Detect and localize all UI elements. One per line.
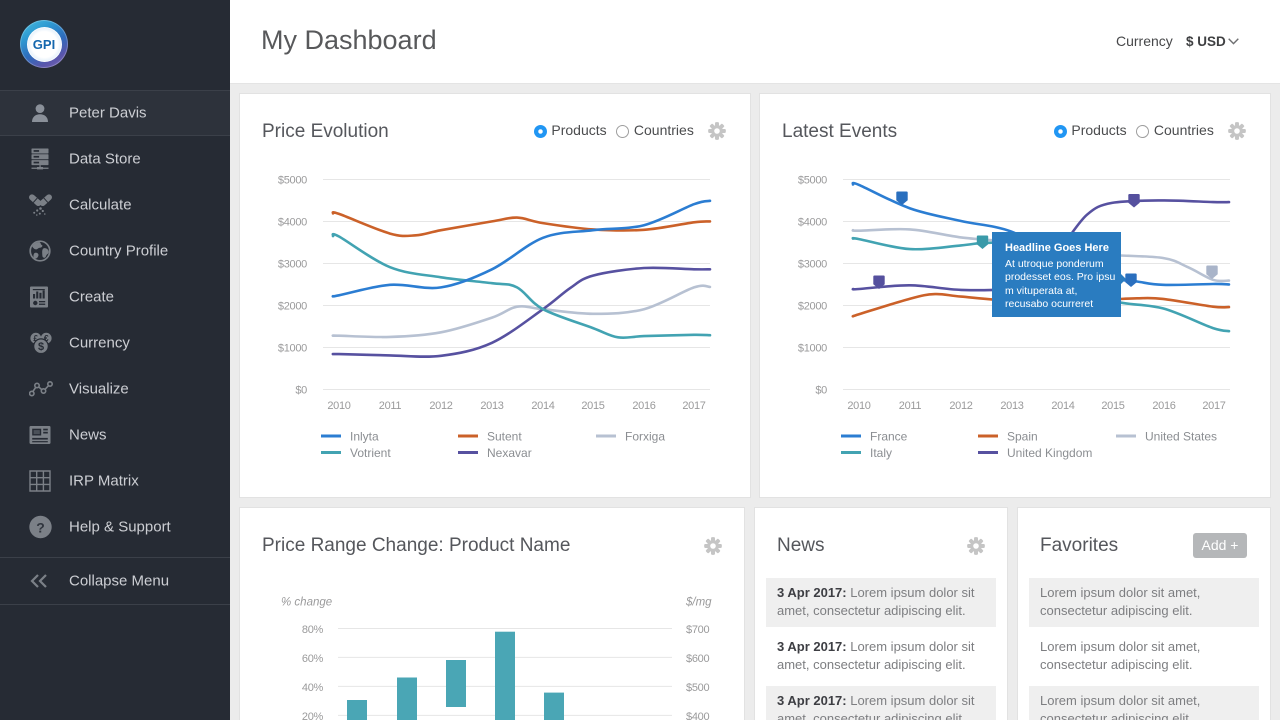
svg-text:2016: 2016 <box>1152 400 1175 412</box>
svg-text:2012: 2012 <box>949 400 972 412</box>
svg-text:2012: 2012 <box>429 400 452 412</box>
svg-text:$5000: $5000 <box>278 175 307 187</box>
svg-text:?: ? <box>36 519 45 535</box>
svg-text:2013: 2013 <box>1000 400 1023 412</box>
svg-text:Forxiga: Forxiga <box>625 430 665 444</box>
svg-text:$5000: $5000 <box>798 175 827 187</box>
svg-text:2014: 2014 <box>1051 400 1074 412</box>
svg-text:2010: 2010 <box>327 400 350 412</box>
svg-text:60%: 60% <box>302 653 324 665</box>
svg-text:$/mg: $/mg <box>685 597 712 609</box>
svg-text:$3000: $3000 <box>278 259 307 271</box>
svg-text:£: £ <box>33 333 38 343</box>
svg-text:$400: $400 <box>686 711 709 720</box>
svg-text:$0: $0 <box>815 385 827 397</box>
svg-text:$4000: $4000 <box>278 217 307 229</box>
svg-text:2016: 2016 <box>632 400 655 412</box>
svg-text:$: $ <box>38 341 44 353</box>
svg-text:2015: 2015 <box>1101 400 1124 412</box>
svg-text:$2000: $2000 <box>278 301 307 313</box>
svg-text:$4000: $4000 <box>798 217 827 229</box>
svg-text:2017: 2017 <box>1202 400 1225 412</box>
svg-text:80%: 80% <box>302 624 324 636</box>
svg-text:Votrient: Votrient <box>350 446 391 460</box>
svg-text:$3000: $3000 <box>798 259 827 271</box>
svg-text:Spain: Spain <box>1007 430 1038 444</box>
svg-text:$600: $600 <box>686 653 709 665</box>
svg-text:$1000: $1000 <box>278 343 307 355</box>
svg-text:United Kingdom: United Kingdom <box>1007 446 1092 460</box>
svg-text:2013: 2013 <box>480 400 503 412</box>
svg-text:France: France <box>870 430 908 444</box>
svg-text:2011: 2011 <box>379 400 402 412</box>
svg-text:20%: 20% <box>302 711 324 720</box>
svg-text:$700: $700 <box>686 624 709 636</box>
svg-text:$1000: $1000 <box>798 343 827 355</box>
svg-text:2017: 2017 <box>682 400 705 412</box>
svg-text:40%: 40% <box>302 682 324 694</box>
svg-text:Italy: Italy <box>870 446 892 460</box>
svg-text:2015: 2015 <box>581 400 604 412</box>
svg-text:$500: $500 <box>686 682 709 694</box>
svg-text:€: € <box>44 333 49 343</box>
svg-text:Nexavar: Nexavar <box>487 446 532 460</box>
svg-text:% change: % change <box>281 597 332 609</box>
svg-text:$2000: $2000 <box>798 301 827 313</box>
svg-text:Sutent: Sutent <box>487 430 522 444</box>
svg-text:2014: 2014 <box>531 400 554 412</box>
svg-text:$0: $0 <box>295 385 307 397</box>
svg-text:United States: United States <box>1145 430 1217 444</box>
svg-text:2010: 2010 <box>847 400 870 412</box>
svg-text:Inlyta: Inlyta <box>350 430 379 444</box>
svg-text:2011: 2011 <box>899 400 922 412</box>
